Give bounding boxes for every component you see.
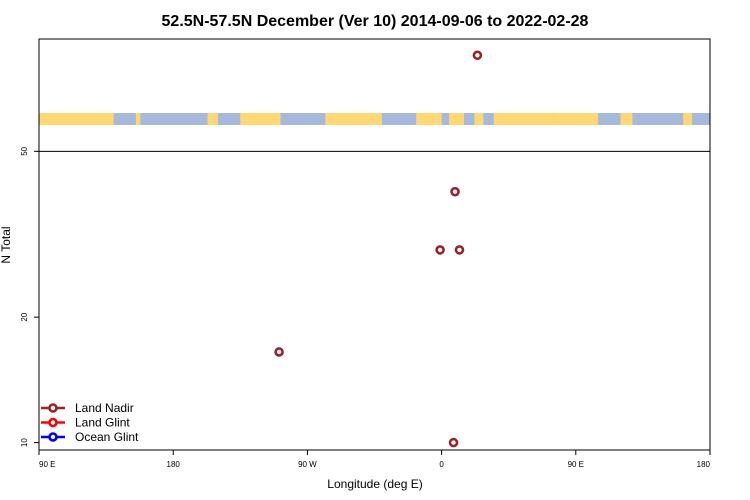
legend-label-land-nadir: Land Nadir <box>75 401 134 415</box>
map-strip-land <box>553 113 599 125</box>
legend-marker-land-glint <box>48 417 58 428</box>
map-strip-land <box>39 113 114 125</box>
data-point-land-nadir <box>435 245 445 255</box>
x-tick-label: 90 E <box>568 460 584 469</box>
plot-frame <box>38 38 711 451</box>
data-point-land-nadir <box>472 50 483 61</box>
data-points <box>274 50 483 448</box>
x-tick-label: 180 <box>167 460 181 469</box>
y-axis: 10 20 50 <box>20 146 39 447</box>
chart-title: 52.5N-57.5N December (Ver 10) 2014-09-06… <box>162 13 589 30</box>
map-strip-land <box>135 113 141 125</box>
y-axis-label: N Total <box>0 226 13 263</box>
data-point-land-nadir <box>274 347 284 357</box>
x-axis: 90 E 180 90 W 0 90 E 180 <box>38 450 711 469</box>
y-tick-label: 20 <box>20 312 29 321</box>
map-strip-land <box>474 113 484 125</box>
y-tick-label: 10 <box>20 438 29 447</box>
data-point-land-nadir <box>454 245 465 255</box>
x-tick-label: 180 <box>697 460 711 469</box>
x-axis-label: Longitude (deg E) <box>327 477 422 491</box>
map-strip <box>39 113 710 125</box>
map-strip-land <box>416 113 442 125</box>
data-point-land-nadir <box>450 186 460 197</box>
data-point-land-nadir <box>448 437 459 448</box>
legend-marker-land-nadir <box>48 403 58 413</box>
map-strip-land <box>620 113 633 125</box>
y-tick-label: 50 <box>20 146 29 155</box>
x-tick-label: 0 <box>439 460 444 469</box>
legend-label-ocean-glint: Ocean Glint <box>75 430 139 444</box>
x-tick-label: 90 E <box>39 460 55 469</box>
map-strip-land <box>325 113 382 125</box>
map-strip-land <box>449 113 464 125</box>
x-tick-label: 90 W <box>298 460 317 469</box>
map-strip-land <box>240 113 281 125</box>
map-strip-land <box>683 113 693 125</box>
map-strip-land <box>207 113 218 125</box>
legend-label-land-glint: Land Glint <box>75 416 130 430</box>
map-strip-land <box>493 113 554 125</box>
legend-marker-ocean-glint <box>48 432 58 442</box>
